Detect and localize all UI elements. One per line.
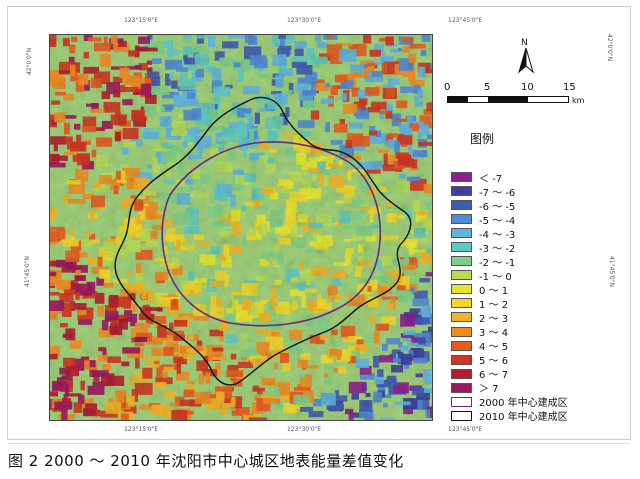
lat-tick-left-2: 41°45'0"N — [23, 256, 31, 287]
legend-label: -4 ～ -3 — [479, 229, 516, 241]
lat-tick-right-2: 41°45'0"N — [607, 256, 615, 287]
legend-boundary-item: 2000 年中心建成区 — [451, 395, 568, 409]
legend-boundary-swatch — [451, 396, 472, 407]
legend-swatch — [451, 172, 472, 183]
lon-tick-top-3: 123°45'0"E — [448, 17, 483, 24]
legend-swatch — [451, 242, 472, 253]
legend-label: 3 ～ 4 — [479, 328, 509, 340]
legend-swatch — [451, 256, 472, 267]
legend-swatch — [451, 340, 472, 351]
scale-label-0: 0 — [444, 82, 451, 93]
legend-item: 1 ～ 2 — [451, 296, 568, 311]
legend-swatch — [451, 312, 472, 323]
legend-item: 3 ～ 4 — [451, 325, 568, 339]
legend-item: -6 ～ -5 — [451, 198, 568, 213]
scale-label-5: 5 — [484, 82, 491, 93]
energy-difference-map — [49, 34, 433, 421]
legend-label: -3 ～ -2 — [479, 243, 516, 255]
legend-item: ＞ 7 — [451, 381, 568, 395]
legend-boundary-item: 2010 年中心建成区 — [451, 409, 568, 423]
legend-label: 0 ～ 1 — [479, 285, 509, 297]
scale-label-15: 15 — [563, 82, 576, 93]
legend-label: -7 ～ -6 — [479, 187, 516, 199]
legend-item: -3 ～ -2 — [451, 240, 568, 255]
legend-swatch — [451, 284, 472, 295]
scale-label-10: 10 — [521, 82, 534, 93]
legend-label: -1 ～ 0 — [479, 271, 512, 283]
legend-swatch — [451, 368, 472, 379]
scale-unit: km — [572, 96, 585, 105]
legend-label: 5 ～ 6 — [479, 356, 509, 368]
legend-swatch — [451, 200, 472, 211]
legend-item: -2 ～ -1 — [451, 254, 568, 269]
legend-item: 5 ～ 6 — [451, 353, 568, 367]
legend-label: 6 ～ 7 — [479, 370, 509, 382]
legend-item: 0 ～ 1 — [451, 282, 568, 297]
legend-swatch — [451, 298, 472, 309]
legend-swatch — [451, 214, 472, 225]
boundary-2000 — [161, 141, 382, 327]
lon-tick-bottom-3: 123°45'0"E — [448, 426, 483, 433]
legend-label: 1 ～ 2 — [479, 299, 509, 311]
figure-caption: 图 2 2000 ～ 2010 年沈阳市中心城区地表能量差值变化 — [8, 452, 404, 470]
lon-tick-bottom-1: 123°15'0"E — [124, 426, 159, 433]
legend-boundary-swatch — [451, 410, 472, 421]
caption-rule — [8, 443, 630, 444]
legend-label: -5 ～ -4 — [479, 215, 516, 227]
lat-tick-left-1: 42°0'0"N — [26, 47, 34, 76]
legend-swatch — [451, 186, 472, 197]
legend-label: 2 ～ 3 — [479, 314, 509, 325]
legend-item: -5 ～ -4 — [451, 212, 568, 227]
texture-overlay — [50, 35, 432, 420]
north-arrow-icon — [518, 47, 534, 74]
legend-item: -4 ～ -3 — [451, 226, 568, 241]
legend-label: -6 ～ -5 — [479, 201, 516, 213]
legend-swatch — [451, 326, 472, 337]
legend-item: 4 ～ 5 — [451, 339, 568, 353]
legend-label: ＞ 7 — [479, 384, 499, 396]
legend-item: ＜ -7 — [451, 170, 568, 185]
legend-item: 2 ～ 3 — [451, 310, 568, 325]
lat-tick-right-1: 42°0'0"N — [606, 33, 614, 62]
legend-item: -7 ～ -6 — [451, 184, 568, 199]
legend-swatch — [451, 228, 472, 239]
legend-label: 4 ～ 5 — [479, 342, 509, 354]
legend-item: -1 ～ 0 — [451, 268, 568, 283]
scale-bar — [447, 96, 569, 103]
legend-title: 图例 — [470, 132, 495, 146]
legend-item: 6 ～ 7 — [451, 367, 568, 381]
legend-swatch — [451, 382, 472, 393]
map-raster — [50, 35, 432, 420]
lon-tick-bottom-2: 123°30'0"E — [287, 426, 322, 433]
legend-label: ＜ -7 — [479, 173, 503, 185]
legend-swatch — [451, 270, 472, 281]
legend-label: -2 ～ -1 — [479, 257, 516, 269]
boundary-2010 — [114, 96, 412, 386]
north-label: N — [521, 38, 528, 48]
legend-label: 2010 年中心建成区 — [479, 412, 568, 424]
legend-swatch — [451, 354, 472, 365]
legend: ＜ -7 -7 ～ -6 -6 ～ -5 -5 ～ -4 -4 ～ -3 -3 ～ -2 -… — [451, 170, 568, 423]
lon-tick-top-1: 123°15'0"E — [124, 17, 159, 24]
legend-label: 2000 年中心建成区 — [479, 398, 568, 410]
lon-tick-top-2: 123°30'0"E — [287, 17, 322, 24]
